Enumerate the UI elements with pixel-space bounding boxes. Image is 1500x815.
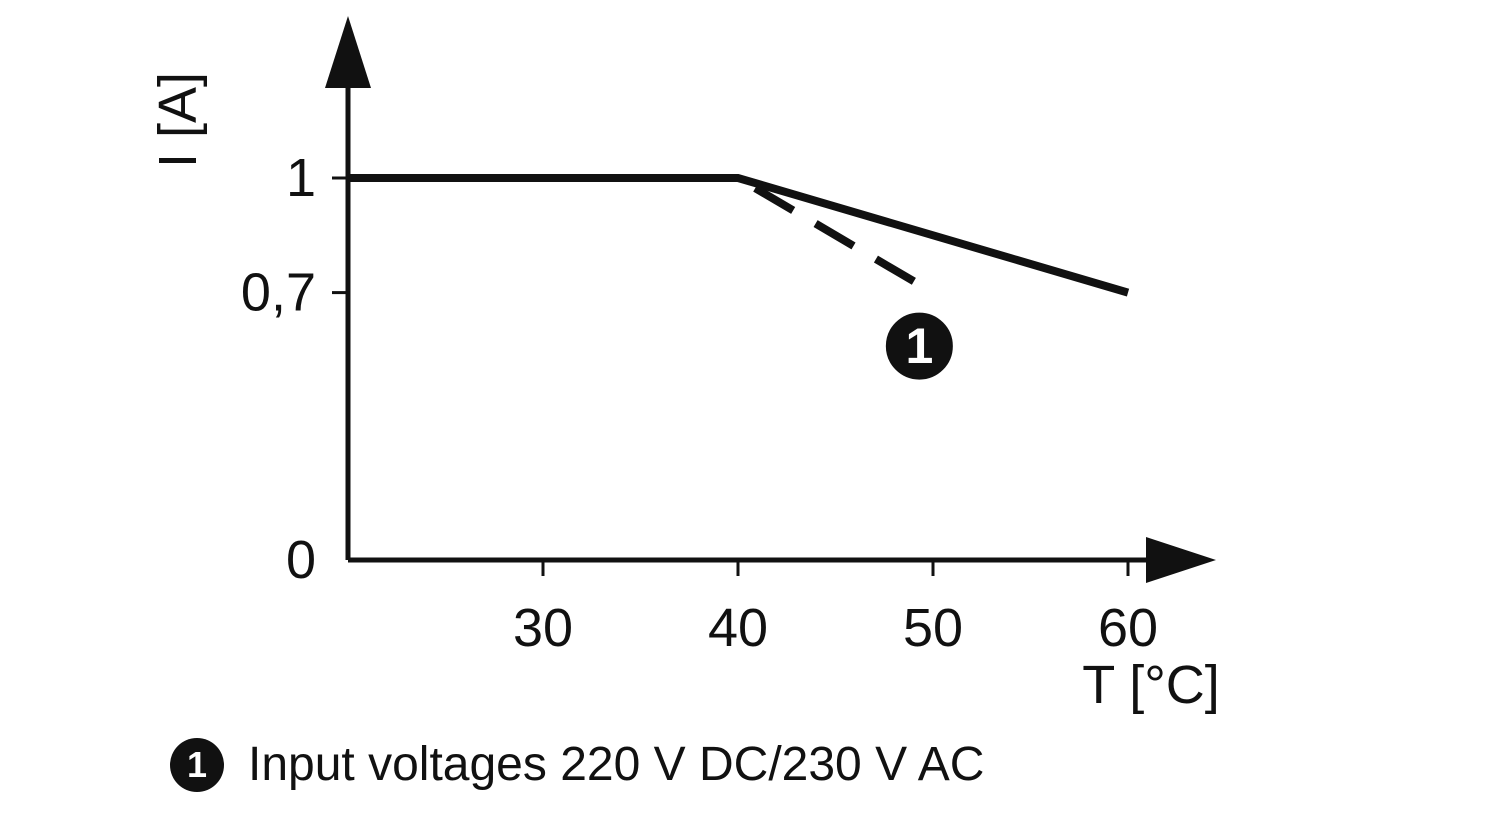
callout-1: 1 (878, 305, 960, 387)
series-dashed-line (735, 174, 936, 297)
x-axis-arrow-icon (1146, 537, 1216, 583)
x-tick-label: 40 (708, 598, 768, 658)
legend: 1 Input voltages 220 V DC/230 V AC (170, 737, 984, 792)
tick-marks (332, 176, 1130, 576)
y-tick-label: 0 (286, 530, 316, 590)
y-axis-title: I [A] (148, 72, 208, 168)
series-solid-line (348, 174, 1130, 297)
y-tick-label: 0,7 (241, 263, 316, 323)
callout-label: 1 (905, 318, 933, 374)
legend-text: Input voltages 220 V DC/230 V AC (248, 738, 985, 791)
x-tick-label: 60 (1098, 598, 1158, 658)
legend-marker-1: 1 (170, 737, 224, 792)
callout-circle (878, 305, 960, 387)
axes (325, 16, 1216, 583)
series-lines (348, 174, 1130, 297)
y-axis-arrow-icon (325, 16, 371, 88)
tick-labels: 30 40 50 60 1 0,7 0 (241, 148, 1158, 658)
x-tick-label: 50 (903, 598, 963, 658)
y-tick-label: 1 (286, 148, 316, 208)
legend-marker-label: 1 (186, 743, 208, 785)
x-axis-title: T [°C] (1082, 655, 1220, 715)
x-tick-label: 30 (513, 598, 573, 658)
